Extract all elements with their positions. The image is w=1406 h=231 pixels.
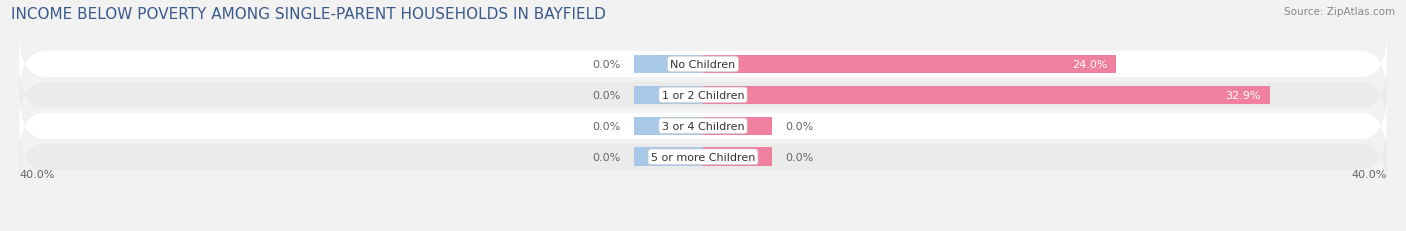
Bar	[703, 86, 1270, 105]
Text: 0.0%: 0.0%	[592, 152, 620, 162]
Bar	[634, 55, 703, 74]
Text: 24.0%: 24.0%	[1073, 60, 1108, 70]
Bar	[703, 55, 1116, 74]
Bar	[703, 117, 772, 136]
Bar	[634, 117, 703, 136]
FancyBboxPatch shape	[20, 124, 1386, 190]
Text: 40.0%: 40.0%	[20, 169, 55, 179]
Bar	[634, 86, 703, 105]
FancyBboxPatch shape	[20, 62, 1386, 129]
FancyBboxPatch shape	[20, 32, 1386, 98]
Bar	[634, 148, 703, 166]
Text: 40.0%: 40.0%	[1351, 169, 1386, 179]
Text: 0.0%: 0.0%	[592, 60, 620, 70]
Bar	[703, 148, 772, 166]
Text: 0.0%: 0.0%	[592, 121, 620, 131]
Text: Source: ZipAtlas.com: Source: ZipAtlas.com	[1284, 7, 1395, 17]
Text: 0.0%: 0.0%	[592, 91, 620, 100]
Text: 0.0%: 0.0%	[786, 121, 814, 131]
Text: INCOME BELOW POVERTY AMONG SINGLE-PARENT HOUSEHOLDS IN BAYFIELD: INCOME BELOW POVERTY AMONG SINGLE-PARENT…	[11, 7, 606, 22]
Text: 0.0%: 0.0%	[786, 152, 814, 162]
Text: 5 or more Children: 5 or more Children	[651, 152, 755, 162]
Text: 3 or 4 Children: 3 or 4 Children	[662, 121, 744, 131]
Text: No Children: No Children	[671, 60, 735, 70]
FancyBboxPatch shape	[20, 93, 1386, 159]
Text: 32.9%: 32.9%	[1226, 91, 1261, 100]
Text: 1 or 2 Children: 1 or 2 Children	[662, 91, 744, 100]
